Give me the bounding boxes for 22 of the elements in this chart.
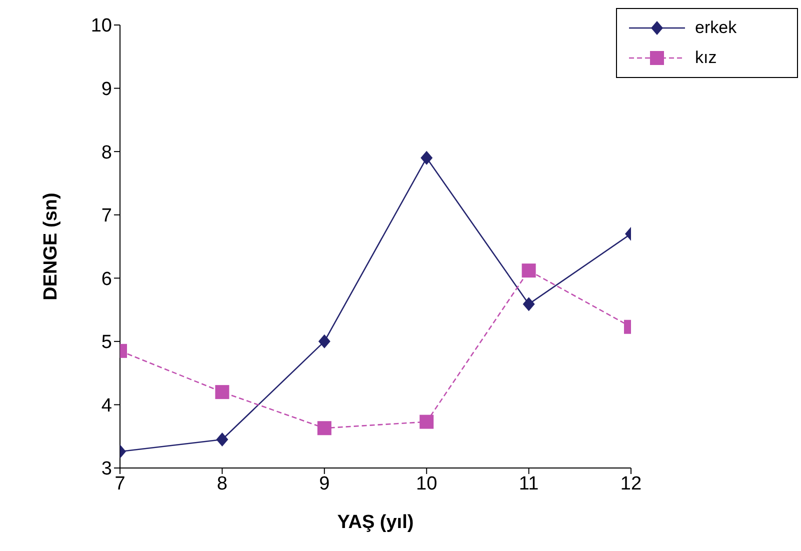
y-tick-label: 3 <box>101 458 112 480</box>
y-tick-label: 8 <box>101 142 112 164</box>
y-tick-label: 5 <box>101 332 112 354</box>
y-axis-title: DENGE (sn) <box>40 192 62 300</box>
y-tick-label: 6 <box>101 268 112 290</box>
legend-label: erkek <box>695 17 737 39</box>
x-tick-label: 10 <box>416 473 438 494</box>
y-tick-label: 9 <box>101 79 112 100</box>
legend-label: kız <box>695 47 717 69</box>
x-tick-label: 7 <box>114 473 126 494</box>
y-tick-label: 4 <box>101 395 112 416</box>
x-tick-label: 11 <box>518 473 539 494</box>
x-axis-title: YAŞ (yıl) <box>337 512 414 533</box>
point <box>317 421 332 436</box>
point <box>420 414 434 429</box>
x-tick-label: 8 <box>216 473 228 494</box>
point <box>318 334 330 348</box>
x-tick-label: 9 <box>319 473 330 494</box>
point <box>420 150 433 165</box>
x-tick-label: 12 <box>620 473 642 494</box>
y-tick-label: 7 <box>101 206 112 227</box>
y-tick-label: 10 <box>90 16 112 37</box>
